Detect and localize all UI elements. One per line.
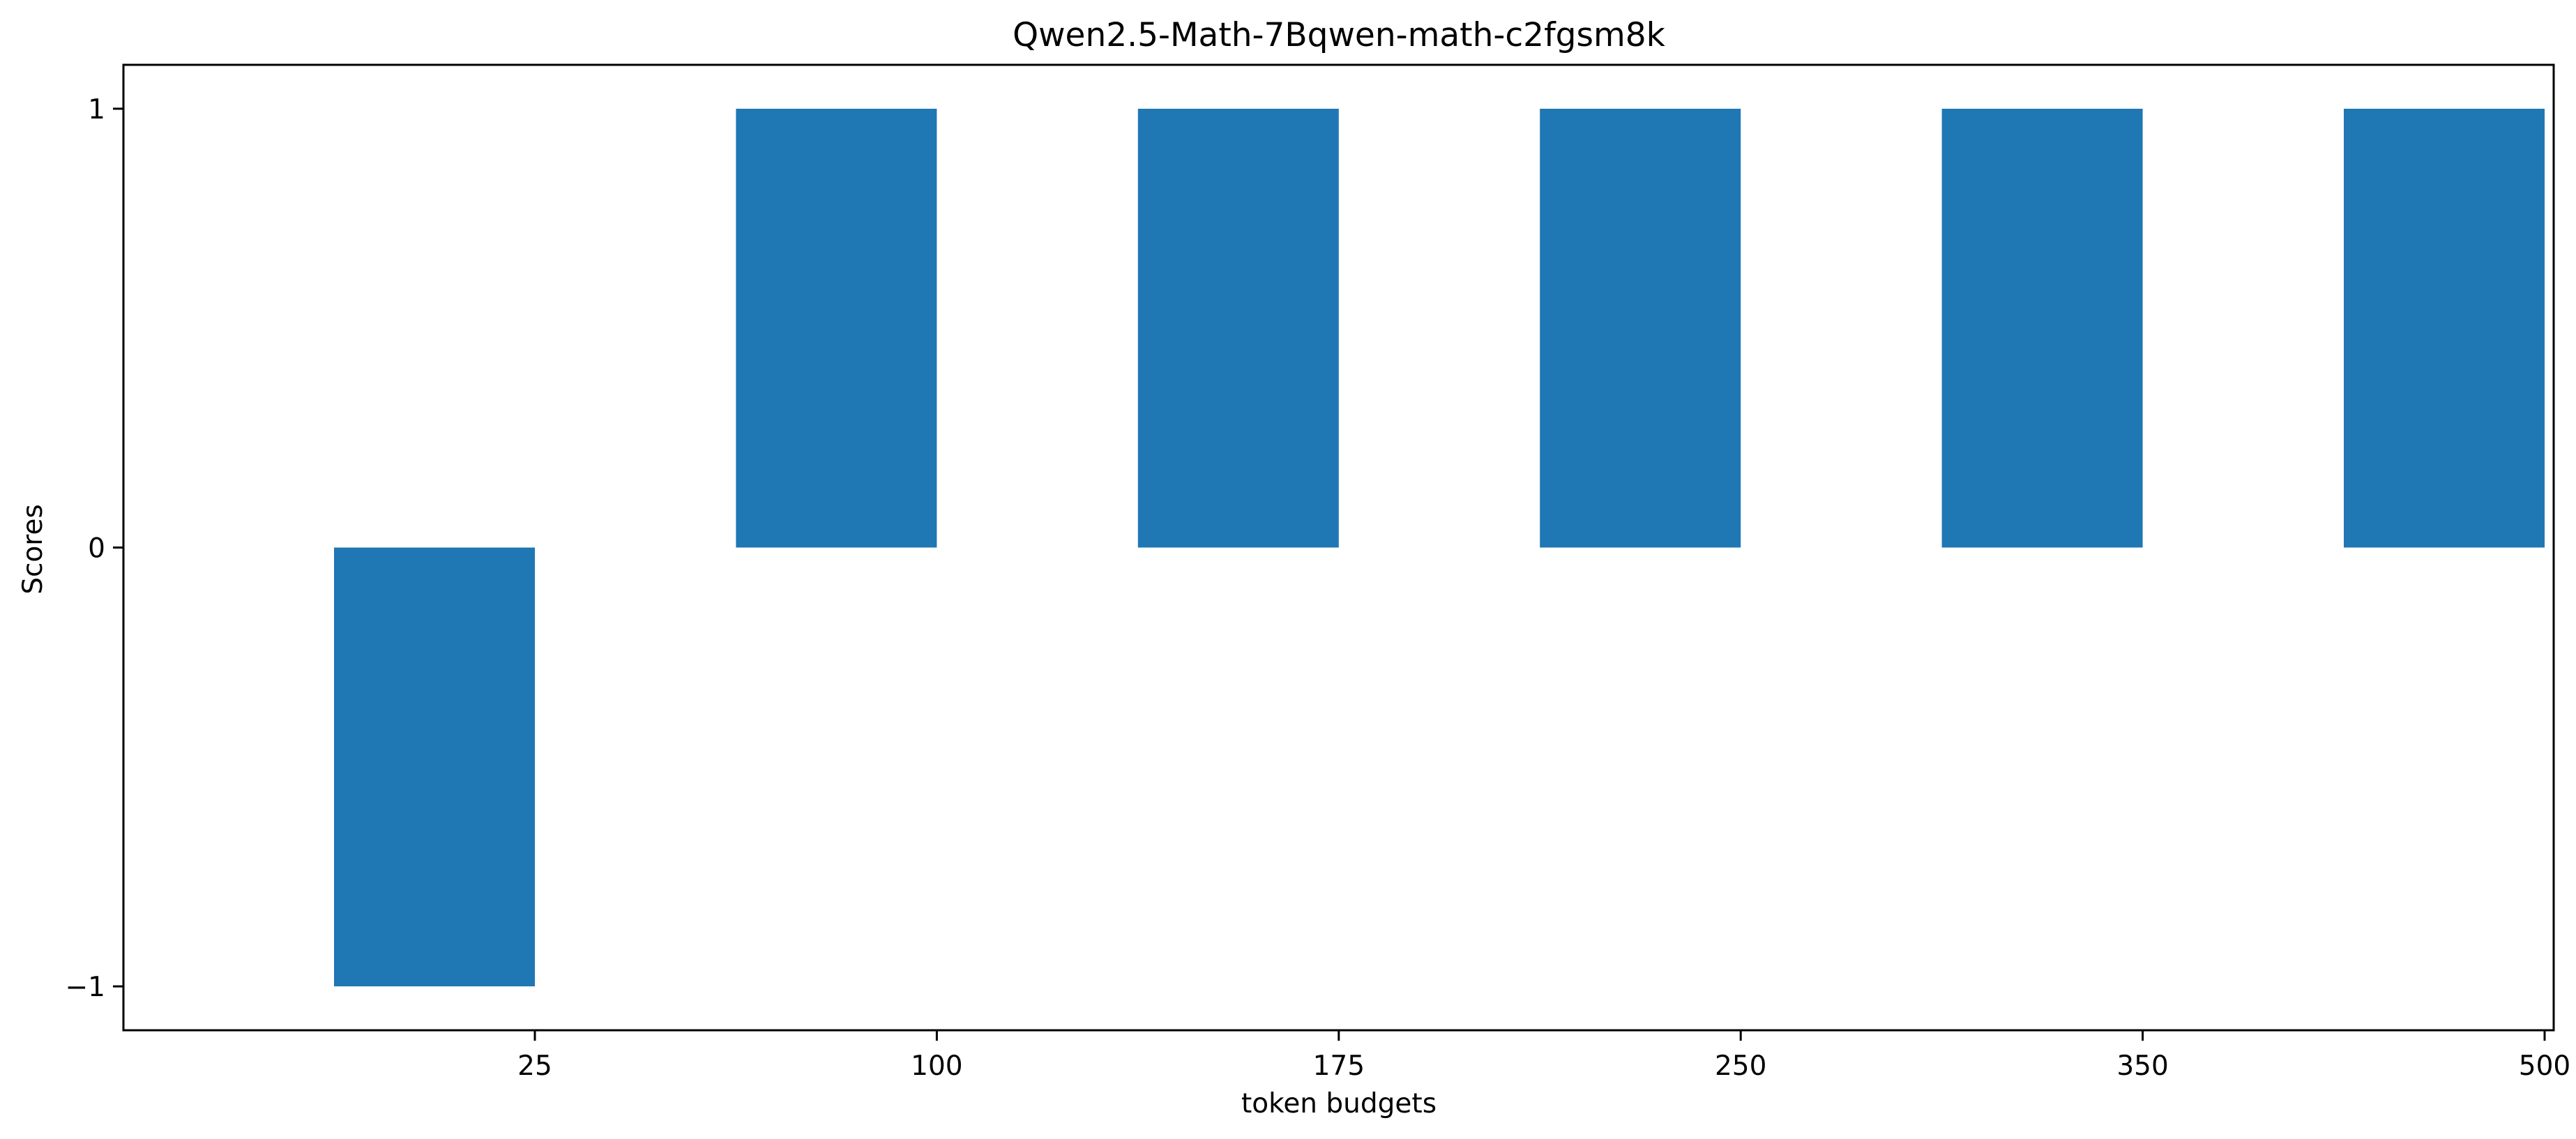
bars-group bbox=[334, 109, 2545, 986]
x-tick-label: 25 bbox=[517, 1050, 552, 1082]
x-axis-label: token budgets bbox=[1241, 1088, 1437, 1119]
x-tick-label: 500 bbox=[2519, 1050, 2570, 1082]
bar-25 bbox=[334, 547, 535, 986]
bar-250 bbox=[1540, 109, 1741, 548]
y-tick-label: 0 bbox=[88, 533, 105, 565]
chart-title: Qwen2.5-Math-7Bqwen-math-c2fgsm8k bbox=[1013, 16, 1666, 54]
bar-500 bbox=[2344, 109, 2545, 548]
x-tick-label: 175 bbox=[1313, 1050, 1365, 1082]
x-tick-label: 250 bbox=[1715, 1050, 1766, 1082]
x-axis-ticks: 25 100 175 250 350 500 bbox=[517, 1030, 2570, 1082]
bar-350 bbox=[1941, 109, 2143, 548]
y-axis-ticks: −1 0 1 bbox=[66, 94, 123, 1003]
x-tick-label: 100 bbox=[911, 1050, 962, 1082]
bar-175 bbox=[1137, 109, 1339, 548]
x-tick-label: 350 bbox=[2116, 1050, 2168, 1082]
y-axis-label: Scores bbox=[17, 504, 49, 595]
bar-100 bbox=[736, 109, 937, 548]
y-tick-label: −1 bbox=[66, 972, 106, 1003]
y-tick-label: 1 bbox=[88, 94, 105, 125]
